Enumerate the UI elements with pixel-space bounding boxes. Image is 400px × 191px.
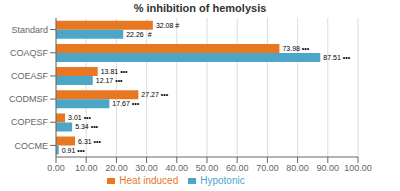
svg-text:80.00: 80.00 [286, 163, 309, 173]
svg-text:60.00: 60.00 [226, 163, 249, 173]
svg-text:27.27 •••: 27.27 ••• [141, 91, 168, 98]
svg-text:22.26 #: 22.26 # [126, 31, 151, 38]
svg-text:Standard: Standard [11, 25, 48, 35]
svg-text:COPESF: COPESF [11, 117, 49, 127]
svg-text:0.00: 0.00 [47, 163, 65, 173]
svg-text:10.00: 10.00 [75, 163, 98, 173]
svg-text:3.01 •••: 3.01 ••• [68, 114, 91, 121]
svg-text:50.00: 50.00 [196, 163, 219, 173]
html-text:% inhibition of hemolysis: % inhibition of hemolysis [133, 2, 267, 14]
html-text:Hypotonic: Hypotonic [200, 175, 245, 186]
svg-text:87.51 •••: 87.51 ••• [323, 54, 350, 61]
svg-text:COEASF: COEASF [11, 71, 49, 81]
svg-text:30.00: 30.00 [135, 163, 158, 173]
svg-text:73.98 •••: 73.98 ••• [282, 45, 309, 52]
svg-text:70.00: 70.00 [256, 163, 279, 173]
svg-text:12.17 •••: 12.17 ••• [96, 77, 123, 84]
svg-text:0.91 •••: 0.91 ••• [62, 147, 85, 154]
svg-text:13.81 •••: 13.81 ••• [101, 68, 128, 75]
svg-text:CODMSF: CODMSF [9, 94, 48, 104]
svg-text:COCME: COCME [15, 141, 49, 151]
svg-text:40.00: 40.00 [166, 163, 189, 173]
svg-text:20.00: 20.00 [105, 163, 128, 173]
svg-text:100.00: 100.00 [344, 163, 372, 173]
svg-text:90.00: 90.00 [317, 163, 340, 173]
svg-text:5.34 •••: 5.34 ••• [75, 123, 98, 130]
svg-text:6.31 •••: 6.31 ••• [78, 138, 101, 145]
html-text:Heat induced: Heat induced [119, 175, 179, 186]
svg-text:COAQSF: COAQSF [10, 48, 49, 58]
svg-text:32.08 #: 32.08 # [156, 22, 179, 29]
svg-text:17.67 •••: 17.67 ••• [112, 100, 139, 107]
